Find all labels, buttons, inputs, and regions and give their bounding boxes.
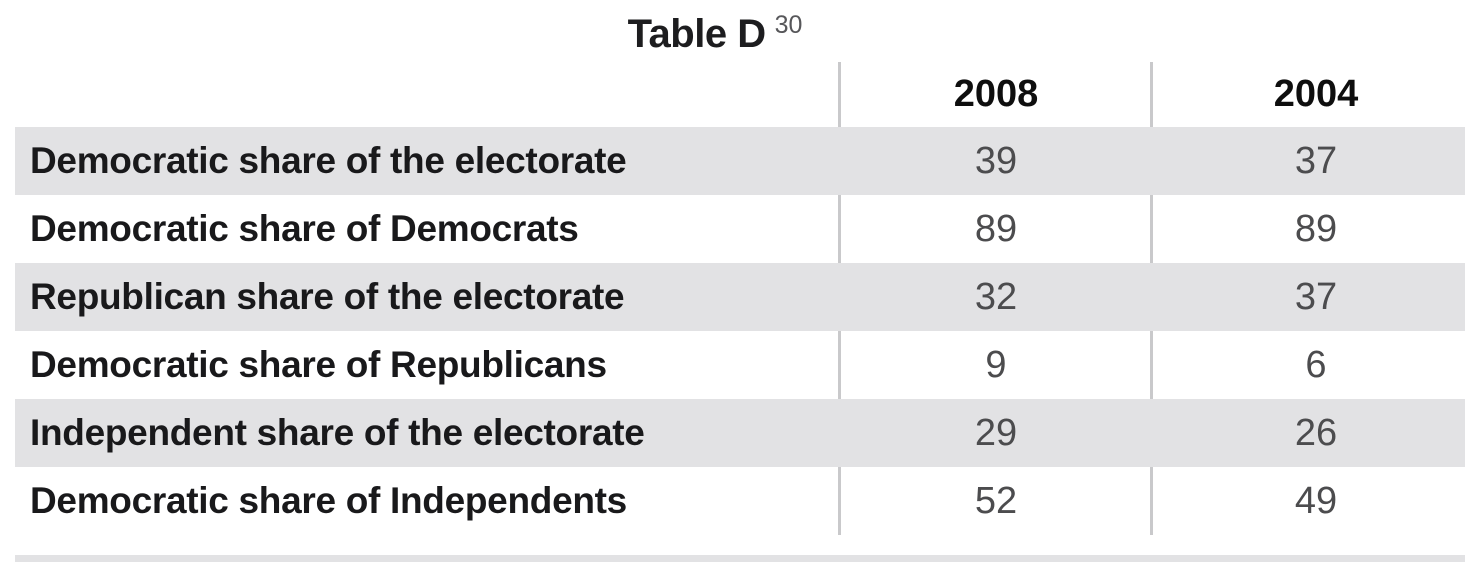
value-cell: 29 bbox=[974, 411, 1018, 454]
table-row: Independent share of the electorate 29 2… bbox=[0, 399, 1480, 467]
value-cell: 37 bbox=[1294, 139, 1338, 182]
table-title-block: Table D 30 bbox=[627, 11, 803, 57]
column-header: 2008 bbox=[953, 73, 1039, 115]
value-cell: 9 bbox=[985, 343, 1007, 386]
table-body: Democratic share of the electorate 39 37… bbox=[0, 127, 1480, 535]
column-header: 2004 bbox=[1273, 73, 1359, 115]
table-title: Table D bbox=[627, 12, 767, 56]
value-cell: 49 bbox=[1294, 479, 1338, 522]
header-cell-empty bbox=[0, 62, 840, 127]
value-cell: 89 bbox=[1294, 207, 1338, 250]
table-row: Republican share of the electorate 32 37 bbox=[0, 263, 1480, 331]
value-cell: 6 bbox=[1305, 343, 1327, 386]
row-label: Independent share of the electorate bbox=[30, 412, 645, 453]
row-label: Republican share of the electorate bbox=[30, 276, 625, 317]
table-row: Democratic share of the electorate 39 37 bbox=[0, 127, 1480, 195]
cutoff-next-row-stripe bbox=[15, 555, 1465, 562]
row-label: Democratic share of Republicans bbox=[30, 344, 607, 385]
value-cell: 52 bbox=[974, 479, 1018, 522]
table-row: Democratic share of Republicans 9 6 bbox=[0, 331, 1480, 399]
header-cell-2004: 2004 bbox=[1152, 62, 1480, 127]
header-cell-2008: 2008 bbox=[840, 62, 1152, 127]
row-label: Democratic share of Democrats bbox=[30, 208, 579, 249]
footnote-marker: 30 bbox=[774, 11, 803, 39]
table-row: Democratic share of Independents 52 49 bbox=[0, 467, 1480, 535]
value-cell: 89 bbox=[974, 207, 1018, 250]
row-label: Democratic share of Independents bbox=[30, 480, 627, 521]
value-cell: 26 bbox=[1294, 411, 1338, 454]
value-cell: 32 bbox=[974, 275, 1018, 318]
value-cell: 37 bbox=[1294, 275, 1338, 318]
row-label: Democratic share of the electorate bbox=[30, 140, 627, 181]
table-row: Democratic share of Democrats 89 89 bbox=[0, 195, 1480, 263]
table-header-row: 2008 2004 bbox=[0, 62, 1480, 127]
value-cell: 39 bbox=[974, 139, 1018, 182]
